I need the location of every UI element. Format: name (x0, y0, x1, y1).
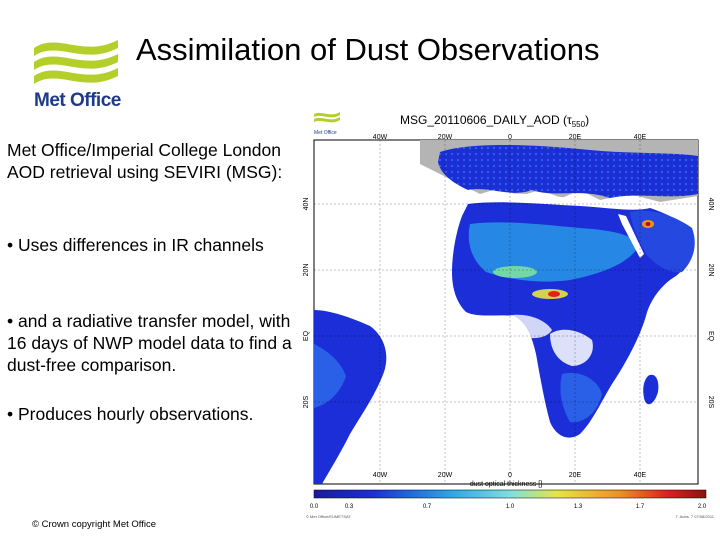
colorbar-label: dust optical thickness [] (470, 481, 542, 488)
lat-label-right-20s: 20S (707, 396, 714, 409)
met-office-logo-text: Met Office (34, 90, 121, 111)
met-office-logo (34, 40, 118, 84)
colorbar-tick-3: 1.0 (506, 504, 515, 510)
colorbar-tick-1: 0.3 (345, 504, 354, 510)
colorbar-tick-0: 0.0 (310, 504, 319, 510)
lat-label-right-eq: EQ (707, 331, 714, 342)
lon-label-top-0: 0 (508, 134, 512, 141)
lon-label-bottom-40e: 40E (634, 472, 647, 479)
figure-logo-text: Met Office (314, 130, 337, 136)
paragraph-retrieval: Met Office/Imperial College London AOD r… (7, 140, 283, 182)
colorbar-tick-4: 1.3 (574, 504, 583, 510)
lon-label-bottom-20w: 20W (438, 472, 453, 479)
lat-label-left-20s: 20S (303, 395, 310, 408)
aod-map-figure: Met Office MSG_20110606_DAILY_AOD (τ550)… (303, 112, 715, 519)
bullet-hourly-observations: • Produces hourly observations. (7, 404, 254, 424)
lat-label-left-40n: 40N (303, 198, 310, 211)
bullet-radiative-transfer: • and a radiative transfer model, with 1… (7, 311, 292, 375)
colorbar-tick-5: 1.7 (636, 504, 645, 510)
lon-label-bottom-40w: 40W (373, 472, 388, 479)
copyright-footer: © Crown copyright Met Office (32, 519, 157, 530)
figure-title: MSG_20110606_DAILY_AOD (τ550) (400, 113, 589, 129)
lon-label-top-40w: 40W (373, 134, 388, 141)
colorbar-tick-6: 2.0 (698, 504, 707, 510)
figure-logo-icon (314, 112, 340, 123)
slide-title: Assimilation of Dust Observations (136, 32, 600, 67)
lat-label-left-eq: EQ (303, 330, 310, 341)
lon-label-top-20w: 20W (438, 134, 453, 141)
bullet-ir-channels: • Uses differences in IR channels (7, 235, 264, 255)
lat-label-left-20n: 20N (303, 264, 310, 277)
figure-footer-left: © Met Office/EUMETSAT (306, 514, 351, 519)
colorbar-tick-2: 0.7 (423, 504, 432, 510)
lon-label-bottom-20e: 20E (569, 472, 582, 479)
map-content (314, 140, 698, 484)
figure-footer-right: T. Aubs. 7 07/08/2011 (676, 514, 715, 519)
lat-label-right-20n: 20N (707, 264, 714, 277)
lon-label-top-20e: 20E (569, 134, 582, 141)
lat-label-right-40n: 40N (707, 198, 714, 211)
colorbar (313, 489, 707, 499)
lon-label-top-40e: 40E (634, 134, 647, 141)
lon-label-bottom-0: 0 (508, 472, 512, 479)
